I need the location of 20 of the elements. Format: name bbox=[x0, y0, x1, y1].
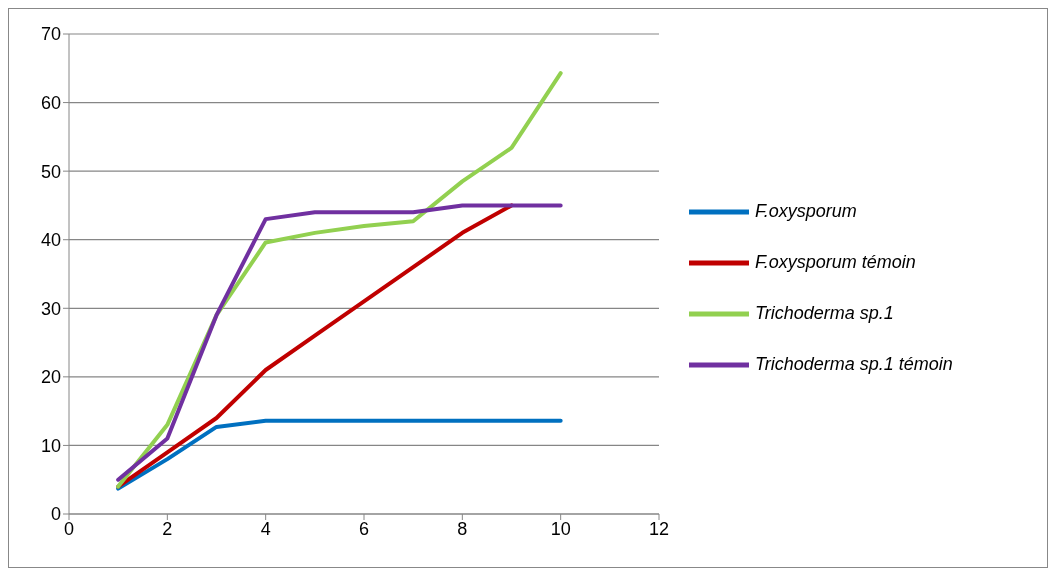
legend-label: F.oxysporum bbox=[755, 201, 857, 222]
legend-label: F.oxysporum témoin bbox=[755, 252, 916, 273]
x-tick-label: 2 bbox=[162, 518, 173, 539]
x-tick-label: 12 bbox=[648, 518, 670, 539]
y-tick-label: 30 bbox=[40, 298, 61, 319]
x-tick-label: 0 bbox=[63, 518, 75, 539]
y-tick-label: 50 bbox=[40, 161, 61, 182]
x-tick-label: 8 bbox=[457, 518, 468, 539]
x-tick-label: 4 bbox=[260, 518, 271, 539]
x-tick-label: 10 bbox=[550, 518, 571, 539]
y-tick-label: 0 bbox=[50, 504, 61, 525]
y-tick-label: 10 bbox=[40, 435, 61, 456]
y-tick-label: 40 bbox=[40, 230, 61, 251]
y-tick-label: 20 bbox=[40, 367, 61, 388]
legend-label: Trichoderma sp.1 témoin bbox=[755, 354, 953, 375]
y-tick-label: 70 bbox=[40, 24, 61, 45]
legend-label: Trichoderma sp.1 bbox=[755, 303, 894, 324]
line-series bbox=[116, 418, 563, 491]
x-tick-label: 6 bbox=[358, 518, 370, 539]
y-tick-label: 60 bbox=[40, 92, 61, 113]
